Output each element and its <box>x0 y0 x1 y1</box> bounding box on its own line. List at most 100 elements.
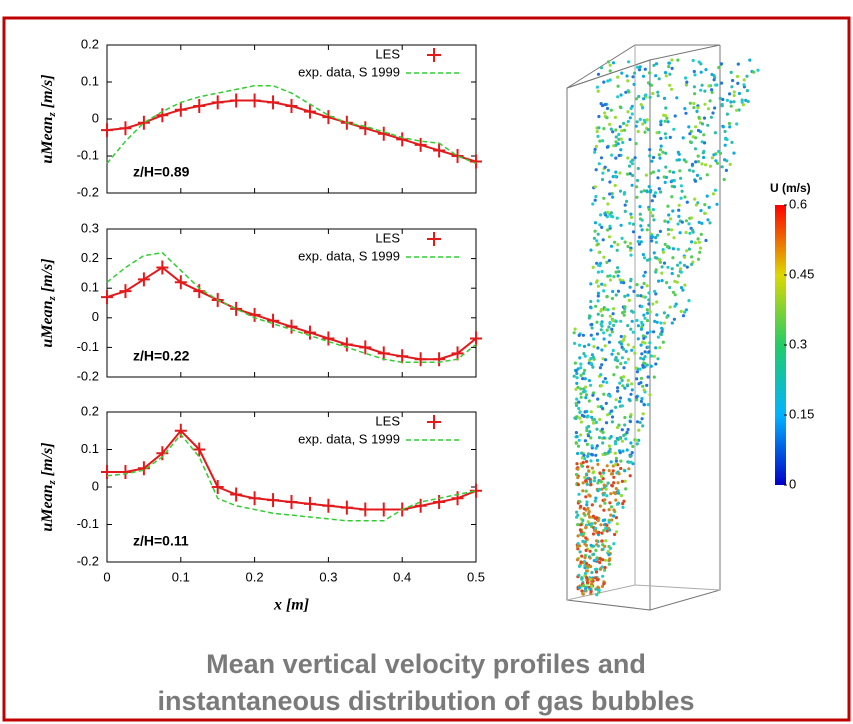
bubble <box>589 282 593 286</box>
bubble <box>593 516 597 520</box>
bubble <box>650 239 654 243</box>
bubble <box>583 354 587 358</box>
bubble <box>593 150 597 154</box>
bubble <box>579 433 583 437</box>
bubble <box>628 248 633 252</box>
bubble <box>577 564 582 569</box>
bubble <box>608 278 613 282</box>
legend-label: LES <box>375 230 400 245</box>
bubble <box>719 81 724 85</box>
bubble <box>647 350 651 354</box>
bubble <box>693 147 698 151</box>
bubble <box>606 228 610 232</box>
bubble <box>603 498 607 502</box>
bubble <box>683 310 687 314</box>
y-tick-label: 0.2 <box>81 36 99 51</box>
bubble <box>609 409 613 413</box>
bubble <box>660 326 664 330</box>
bubble <box>611 289 615 294</box>
bubble <box>610 153 614 157</box>
bubble <box>697 115 701 119</box>
bubble <box>606 274 610 278</box>
y-axis-label: uMeanz [m/s] <box>39 74 58 163</box>
bubble <box>625 448 629 452</box>
bubble <box>601 238 605 242</box>
bubble <box>634 142 638 146</box>
bubble <box>670 58 674 62</box>
bubble <box>586 564 590 568</box>
bubble <box>636 129 640 134</box>
marker <box>359 340 372 355</box>
bubble <box>725 112 730 116</box>
x-tick-label: 0.3 <box>319 569 337 584</box>
bubble <box>628 474 632 478</box>
bubble <box>643 355 647 359</box>
bubble <box>659 120 663 124</box>
bubble <box>640 305 644 309</box>
bubble <box>652 354 656 358</box>
bubble <box>621 505 625 509</box>
bubble <box>586 512 591 516</box>
bubble <box>616 481 620 485</box>
bubble <box>628 415 633 419</box>
bubble <box>627 467 631 471</box>
bubble <box>630 382 634 386</box>
marker <box>377 346 390 361</box>
bubble <box>669 228 674 232</box>
bubble <box>704 238 708 243</box>
bubble <box>607 444 612 448</box>
bubble <box>573 327 577 331</box>
bubble <box>578 356 582 360</box>
bubble <box>608 69 612 73</box>
bubble <box>704 163 708 167</box>
bubble <box>628 221 632 225</box>
annotation: z/H=0.22 <box>133 348 190 364</box>
bubble <box>639 103 643 107</box>
bubble <box>706 123 710 127</box>
bubble <box>580 576 584 580</box>
bubble <box>685 265 689 269</box>
bubble <box>599 405 603 409</box>
bubble <box>652 218 656 222</box>
bubble <box>655 256 659 260</box>
bubble <box>708 221 712 225</box>
bubble <box>623 469 627 473</box>
bubble <box>610 483 614 487</box>
bubble <box>718 96 722 100</box>
bubble <box>643 120 647 124</box>
bubble <box>645 363 649 367</box>
bubble <box>602 436 606 440</box>
bubble <box>715 202 719 206</box>
bubble <box>594 304 598 308</box>
bubble <box>679 184 684 188</box>
bubble <box>631 158 635 162</box>
bubble <box>669 217 673 221</box>
bubble <box>670 66 674 70</box>
bubble <box>641 122 645 126</box>
bubble <box>611 319 615 323</box>
bubble <box>614 170 618 174</box>
bubble <box>756 68 760 72</box>
bubble <box>670 267 674 271</box>
y-tick-label: -0.2 <box>77 553 99 568</box>
bubble <box>607 469 611 473</box>
bubble <box>659 144 663 148</box>
marker <box>396 349 409 364</box>
bubble <box>698 176 703 181</box>
bubble <box>663 219 667 223</box>
bubble <box>619 148 623 152</box>
bubble <box>615 530 619 534</box>
bubble <box>622 121 626 125</box>
bubble <box>613 463 617 467</box>
bubble <box>583 368 587 372</box>
bubble <box>735 122 739 126</box>
marker <box>303 104 316 119</box>
bubble <box>590 570 594 575</box>
colorbar-tick-label: 0 <box>789 476 796 491</box>
bubble <box>626 156 630 160</box>
bubble <box>648 95 652 99</box>
bubble <box>635 395 639 399</box>
bubble <box>702 133 706 137</box>
bubble <box>601 357 605 361</box>
marker <box>156 260 169 275</box>
